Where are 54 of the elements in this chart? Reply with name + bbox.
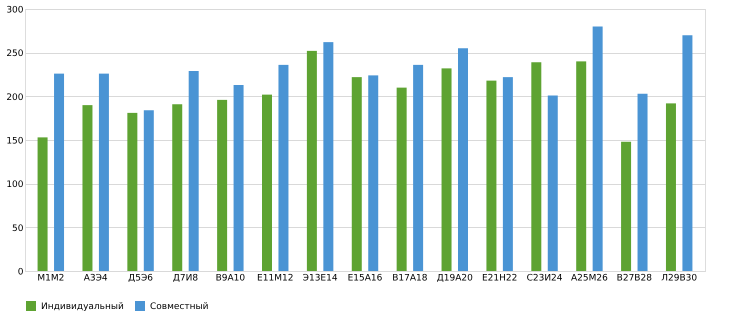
y-tick-label: 0	[18, 268, 24, 278]
y-tick-label: 50	[12, 224, 24, 234]
x-tick-label: В9А10	[216, 274, 246, 284]
bar	[234, 84, 244, 271]
bar	[548, 95, 558, 271]
bar	[502, 77, 513, 271]
bar	[682, 35, 692, 271]
y-tick-label: 150	[6, 136, 24, 146]
x-tick-label: Э13Е14	[302, 274, 338, 284]
bar	[54, 74, 64, 271]
x-tick-label: Е15А16	[348, 274, 383, 284]
bar	[262, 94, 272, 271]
x-tick-label: Д7И8	[172, 274, 198, 284]
bar	[368, 75, 378, 271]
y-tick-label: 100	[6, 180, 24, 190]
bar	[98, 74, 109, 271]
bar	[638, 94, 648, 271]
legend-label: Индивидуальный	[41, 302, 124, 312]
bar	[442, 68, 452, 271]
bar	[396, 88, 407, 271]
x-tick-label: В17А18	[392, 274, 428, 284]
bar	[278, 64, 288, 271]
y-tick-label: 250	[6, 49, 24, 60]
x-tick-label: Л29В30	[661, 274, 698, 284]
x-tick-label: А25М26	[571, 274, 608, 284]
bar	[576, 61, 586, 271]
bar	[413, 64, 424, 271]
bar	[217, 100, 228, 271]
bar	[82, 105, 92, 271]
bar	[144, 110, 154, 271]
x-tick-label: Е21Н22	[482, 274, 518, 284]
bar	[621, 142, 632, 271]
bar	[352, 77, 362, 271]
bar	[486, 80, 496, 271]
bar	[666, 103, 676, 271]
y-tick-label: 200	[6, 92, 24, 103]
bar	[38, 137, 48, 271]
bar	[127, 112, 138, 271]
bar	[531, 62, 542, 271]
bar	[592, 26, 603, 271]
x-tick-label: М1М2	[37, 274, 64, 284]
legend-label: Совместный	[150, 302, 209, 312]
bar	[188, 71, 199, 271]
bar	[306, 50, 317, 271]
bar	[323, 42, 334, 271]
bar	[172, 104, 182, 271]
x-tick-label: А3Э4	[84, 274, 108, 284]
x-tick-label: В27В28	[616, 274, 652, 284]
y-tick-label: 300	[6, 6, 24, 16]
x-tick-label: Д19А20	[436, 274, 474, 284]
x-tick-label: Е11М12	[257, 274, 294, 284]
bar	[458, 48, 468, 271]
x-tick-label: Д5Э6	[128, 274, 154, 284]
x-tick-label: С23И24	[526, 274, 563, 284]
